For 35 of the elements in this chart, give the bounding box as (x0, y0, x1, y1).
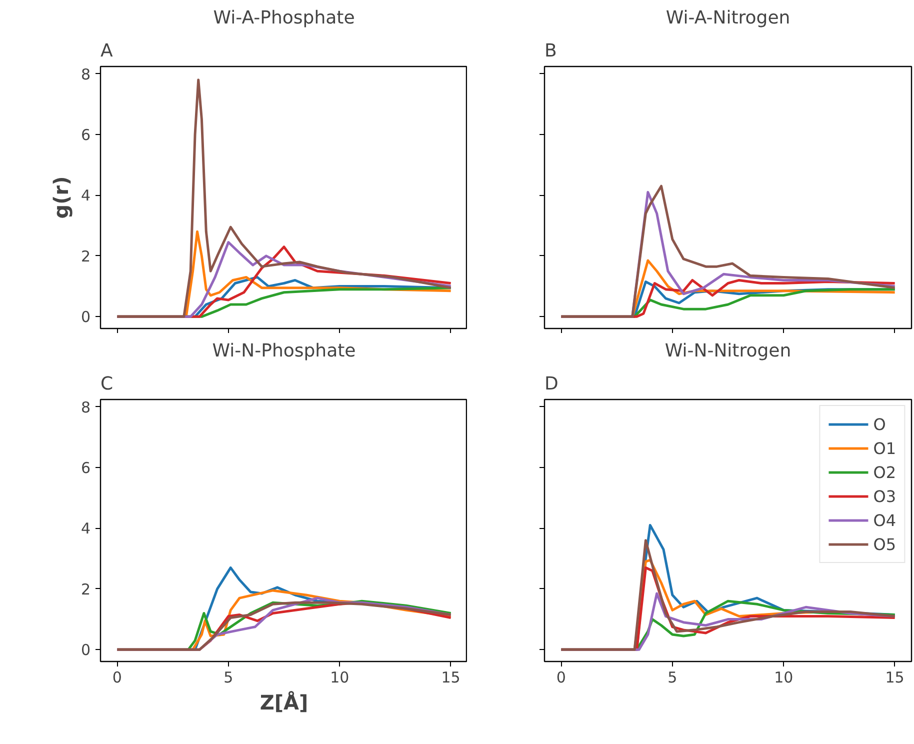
y-tick-label: 8 (80, 398, 91, 416)
x-tick-label: 5 (224, 668, 234, 686)
y-tick-label: 6 (80, 459, 91, 478)
legend-label: O2 (873, 462, 896, 482)
y-tick-label: 6 (80, 126, 91, 144)
x-tick-label: 15 (441, 668, 460, 686)
y-tick-label: 0 (80, 641, 91, 660)
chart-title: Wi-N-Nitrogen (664, 340, 792, 362)
chart-title: Wi-N-Phosphate (212, 340, 356, 362)
y-tick-label: 0 (80, 308, 91, 326)
y-tick-label: 2 (80, 580, 91, 598)
text: C (100, 374, 114, 394)
y-axis-title: g(r) (48, 176, 73, 219)
text: B (544, 40, 557, 62)
chart-title: Wi-A-Phosphate (213, 8, 355, 28)
x-axis-title: Z[Å] (260, 690, 308, 714)
legend-label: O3 (873, 486, 896, 506)
x-tick-label: 5 (668, 668, 678, 686)
x-tick-label: 15 (885, 668, 904, 686)
legend-label: O4 (873, 510, 896, 530)
x-tick-label: 10 (330, 668, 350, 686)
text: A (100, 40, 114, 62)
y-tick-label: 4 (80, 186, 91, 205)
legend-label: O5 (873, 534, 896, 554)
y-tick-label: 2 (80, 247, 91, 266)
legend-label: O1 (873, 438, 896, 458)
x-tick-label: 0 (112, 668, 122, 686)
y-tick-label: 8 (80, 65, 91, 84)
chart-title: Wi-A-Nitrogen (666, 8, 790, 28)
x-tick-label: 0 (556, 668, 566, 686)
x-tick-label: 10 (774, 668, 794, 686)
line-series (116, 78, 452, 318)
y-tick-label: 4 (80, 520, 91, 538)
text: D (544, 374, 558, 394)
legend-label: O (873, 414, 887, 434)
